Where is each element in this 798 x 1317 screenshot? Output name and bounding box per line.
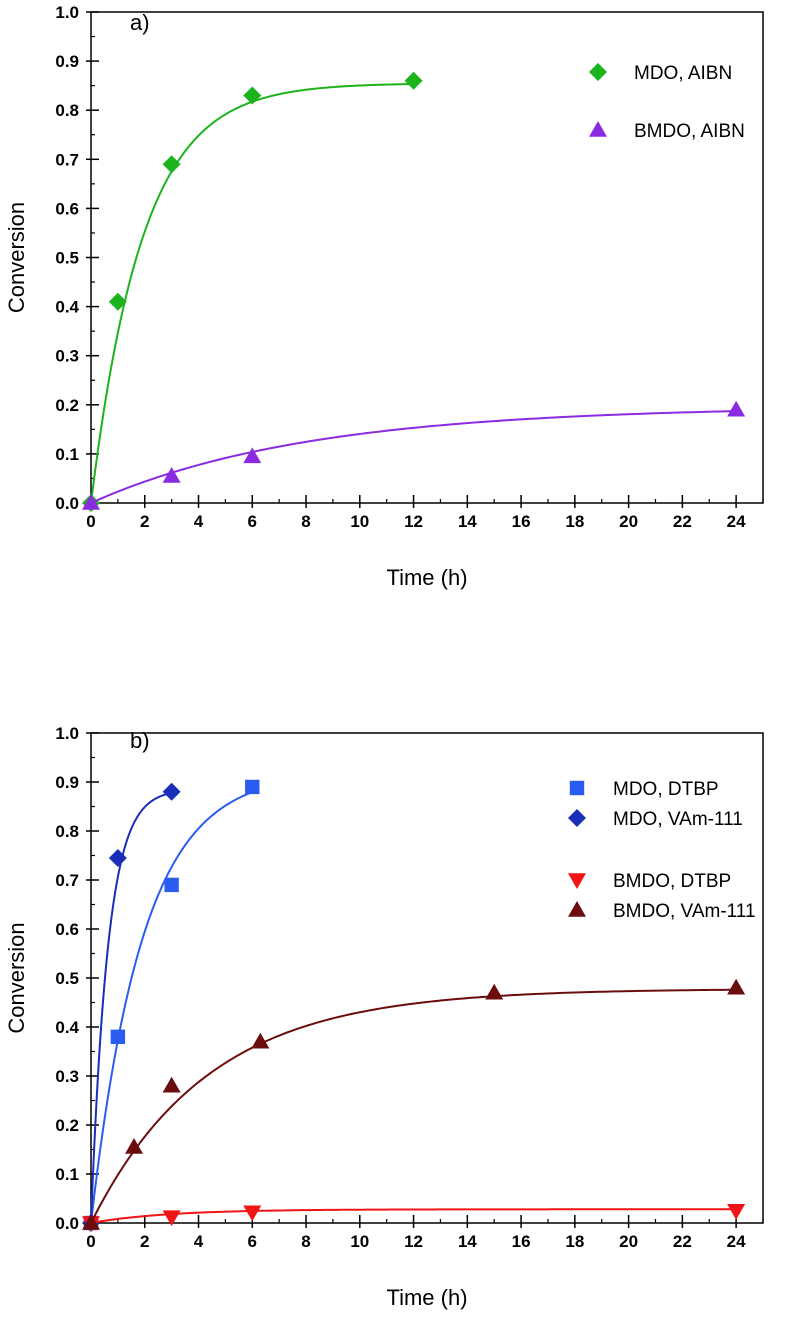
data-point [727,978,746,995]
y-axis-title: Conversion [4,202,29,313]
x-tick-label: 8 [301,512,310,531]
y-tick-label: 0.7 [55,150,79,169]
x-tick-label: 8 [301,1232,310,1251]
y-tick-label: 0.0 [55,494,79,513]
x-tick-label: 0 [86,1232,95,1251]
fit-curve-bmdo-aibn [90,410,737,504]
fit-curve-mdo-aibn [90,83,414,504]
data-point [82,1214,100,1230]
y-tick-label: 0.1 [55,445,79,464]
y-tick-label: 0.5 [55,249,79,268]
legend-label: MDO, DTBP [613,779,719,800]
x-tick-label: 12 [404,512,423,531]
fit-curve-bmdo-vam-111 [90,988,737,1224]
legend-marker [569,780,585,796]
x-tick-label: 18 [565,512,584,531]
y-tick-label: 0.3 [55,1067,79,1086]
y-tick-label: 0.4 [55,1018,79,1037]
x-tick-label: 0 [86,512,95,531]
legend-label: MDO, VAm-111 [613,809,743,830]
x-tick-label: 4 [194,1232,204,1251]
data-point [727,1204,746,1220]
y-tick-label: 0.9 [55,773,79,792]
x-tick-label: 20 [619,1232,638,1251]
data-point [108,292,127,311]
x-tick-label: 24 [727,512,746,531]
y-tick-label: 0.5 [55,969,79,988]
legend-marker [568,901,586,917]
y-tick-label: 0.1 [55,1165,79,1184]
y-tick-label: 0.7 [55,871,79,890]
data-point [243,447,262,464]
chart-panel-a: 0 2 4 6 8 10 12 14 16 18 20 22 240.00.10.20.30.40.50… [4,3,764,590]
x-tick-label: 10 [350,1232,369,1251]
data-point [251,1032,270,1049]
x-tick-label: 24 [727,1232,746,1251]
data-point [404,71,423,90]
x-tick-label: 16 [512,512,531,531]
y-tick-label: 0.0 [55,1214,79,1233]
data-point [485,983,504,1000]
data-point [243,1205,262,1222]
chart-panel-b: 0 2 4 6 8 10 12 14 16 18 20 22 240.00.10.20.30.40.50… [4,724,764,1310]
x-tick-label: 4 [194,512,204,531]
x-tick-label: 2 [140,1232,149,1251]
data-point [125,1138,144,1154]
data-point [110,1029,126,1044]
data-point [162,782,181,801]
y-tick-label: 0.8 [55,822,79,841]
data-point [82,494,100,510]
x-tick-label: 14 [458,1232,477,1251]
y-tick-label: 0.3 [55,347,79,366]
x-tick-label: 10 [350,512,369,531]
plot-frame [90,11,764,504]
legend-marker [568,873,586,889]
x-axis-title: Time (h) [386,1285,467,1310]
data-point [245,779,260,795]
x-tick-label: 20 [619,512,638,531]
data-point [162,155,181,174]
y-tick-label: 1.0 [55,724,79,743]
y-tick-label: 1.0 [55,3,79,22]
x-tick-label: 22 [673,1232,692,1251]
data-point [162,466,181,483]
x-tick-label: 18 [565,1232,584,1251]
legend-marker [589,121,607,137]
panel-label: a) [130,10,150,35]
data-point [727,400,746,417]
panel-label: b) [130,728,150,753]
plot-frame [90,732,764,1224]
y-axis-title: Conversion [4,922,29,1033]
y-tick-label: 0.2 [55,396,79,415]
legend-marker [589,63,607,81]
legend-label: BMDO, AIBN [634,121,745,142]
data-point [108,848,127,867]
x-tick-label: 22 [673,512,692,531]
y-tick-label: 0.4 [55,298,79,317]
fit-curve-mdo-vam-111 [90,791,172,1224]
fit-curve-bmdo-dtbp [90,1208,737,1224]
legend-label: MDO, AIBN [634,63,732,84]
x-tick-label: 14 [458,512,477,531]
x-axis-title: Time (h) [386,565,467,590]
data-point [162,1076,181,1093]
y-tick-label: 0.6 [55,199,79,218]
y-tick-label: 0.2 [55,1116,79,1135]
y-tick-label: 0.8 [55,101,79,120]
x-tick-label: 2 [140,512,149,531]
x-tick-label: 16 [512,1232,531,1251]
legend-label: BMDO, DTBP [613,871,731,892]
y-tick-label: 0.9 [55,52,79,71]
y-tick-label: 0.6 [55,920,79,939]
data-point [162,1210,181,1227]
x-tick-label: 6 [248,512,257,531]
x-tick-label: 6 [248,1232,257,1251]
legend-marker [568,809,586,827]
x-tick-label: 12 [404,1232,423,1251]
legend-label: BMDO, VAm-111 [613,901,756,922]
data-point [164,877,179,893]
data-point [243,86,262,105]
